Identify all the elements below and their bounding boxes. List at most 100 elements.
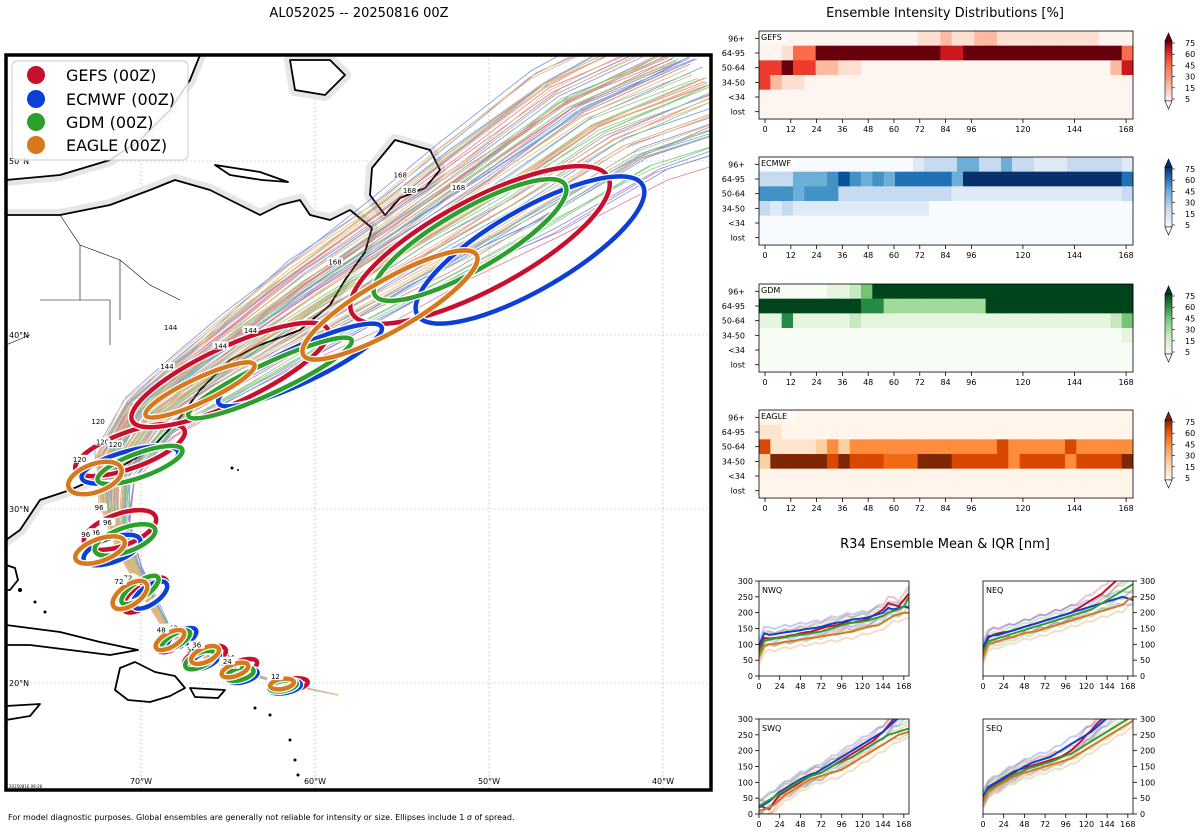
heatmap-cell [1008, 75, 1021, 91]
heatmap-cell [1099, 104, 1111, 120]
colorbar-label: 75 [1185, 165, 1195, 174]
heatmap-cell [827, 171, 839, 187]
heatmap-cell [838, 284, 851, 300]
heatmap-cell [1008, 89, 1021, 105]
heatmap-cell [1099, 186, 1111, 202]
heatmap-cell [1110, 104, 1123, 120]
heatmap-cell [793, 215, 805, 231]
heatmap-cell [1031, 468, 1043, 484]
heatmap-cell [951, 171, 964, 187]
heatmap-cell [872, 439, 885, 455]
heatmap-cell [1087, 439, 1100, 455]
heatmap-cell [849, 284, 862, 300]
r34-x-label: 120 [855, 682, 870, 691]
heatmap-cell [1099, 171, 1111, 187]
heatmap-x-label: 84 [940, 251, 950, 260]
heatmap-cell [1110, 298, 1123, 314]
heatmap-cell [997, 60, 1009, 76]
r34-y-label: 200 [1140, 747, 1155, 756]
heatmap-cell [793, 75, 805, 91]
heatmap-cell [872, 298, 885, 314]
heatmap-cell [906, 60, 919, 76]
r34-x-label: 168 [1120, 820, 1135, 829]
heatmap-cell [1121, 31, 1134, 47]
heatmap-cell [814, 157, 826, 173]
heatmap-cell [793, 171, 805, 187]
heatmap-x-label: 36 [837, 378, 847, 387]
heatmap-cell [1099, 313, 1111, 329]
heatmap-cell [1019, 201, 1032, 217]
heatmap-cell [1031, 410, 1043, 426]
heatmap-cell [951, 60, 964, 76]
heatmap-cell [917, 468, 930, 484]
heatmap-cell [929, 230, 941, 246]
heatmap-cell [997, 284, 1009, 300]
heatmap-cell [872, 357, 885, 373]
heatmap-y-label: <34 [728, 93, 745, 102]
ellipse-label-bg [392, 170, 409, 179]
map-title: AL052025 -- 20250816 00Z [269, 6, 448, 21]
heatmap-cell [985, 468, 998, 484]
heatmap-cell [940, 215, 953, 231]
heatmap-cell [849, 89, 862, 105]
heatmap-cell [968, 157, 980, 173]
heatmap-cell [1087, 171, 1100, 187]
heatmap-cell [906, 298, 919, 314]
heatmap-cell [1110, 215, 1123, 231]
r34-mean-line-gdm [983, 583, 1133, 655]
heatmap-cell [1099, 201, 1111, 217]
heatmap-cell [849, 104, 862, 120]
ellipse-label-bg [111, 577, 127, 585]
heatmap-cell [793, 313, 805, 329]
heatmap-cell [895, 454, 907, 470]
heatmap-cell [940, 313, 953, 329]
r34-x-label: 120 [855, 820, 870, 829]
heatmap-cell [1008, 410, 1021, 426]
heatmap-cell [1019, 483, 1032, 499]
heatmap-x-label: 144 [1067, 504, 1082, 513]
heatmap-cell [985, 328, 998, 344]
heatmap-cell [940, 89, 953, 105]
heatmap-cell [1111, 157, 1123, 173]
ellipse-hour-label: 36 [192, 642, 201, 650]
heatmap-cell [1042, 342, 1055, 358]
legend-label-gdm: GDM (00Z) [66, 113, 153, 132]
heatmap-y-label: 96+ [728, 160, 745, 169]
heatmap-cell [781, 104, 794, 120]
heatmap-x-label: 96 [966, 125, 976, 134]
heatmap-cell [815, 284, 828, 300]
heatmap-cell [1008, 357, 1021, 373]
heatmap-cell [759, 89, 771, 105]
heatmap-cell [815, 424, 828, 440]
heatmap-cell [963, 439, 975, 455]
heatmap-cell [895, 410, 907, 426]
heatmap-cell [770, 186, 783, 202]
heatmap-cell [759, 468, 771, 484]
heatmap-cell [1008, 45, 1021, 61]
ellipse-label-bg [188, 640, 205, 649]
heatmap-cell [985, 439, 998, 455]
heatmap-cell [895, 215, 907, 231]
heatmap-cell [1019, 298, 1032, 314]
ellipse-hour-label: 72 [123, 574, 132, 582]
heatmap-cell [838, 328, 851, 344]
heatmap-cell [759, 357, 771, 373]
heatmap-cell [997, 439, 1009, 455]
heatmap-cell [906, 45, 919, 61]
heatmap-cell [1099, 230, 1111, 246]
heatmap-cell [917, 439, 930, 455]
heatmap-cell [997, 104, 1009, 120]
r34-mean-line-gdm [759, 596, 909, 655]
heatmap-cell [917, 31, 930, 47]
colorbar-extend-bottom [1164, 353, 1173, 363]
heatmap-cell [929, 454, 941, 470]
heatmap-cell [883, 89, 896, 105]
heatmap-cell [951, 424, 964, 440]
heatmap-cell [1053, 298, 1066, 314]
heatmap-cell [997, 342, 1009, 358]
heatmap-cell [759, 483, 771, 499]
heatmap-cell [1031, 284, 1043, 300]
colorbar-extend-bottom [1164, 226, 1173, 236]
heatmap-cell [804, 104, 817, 120]
